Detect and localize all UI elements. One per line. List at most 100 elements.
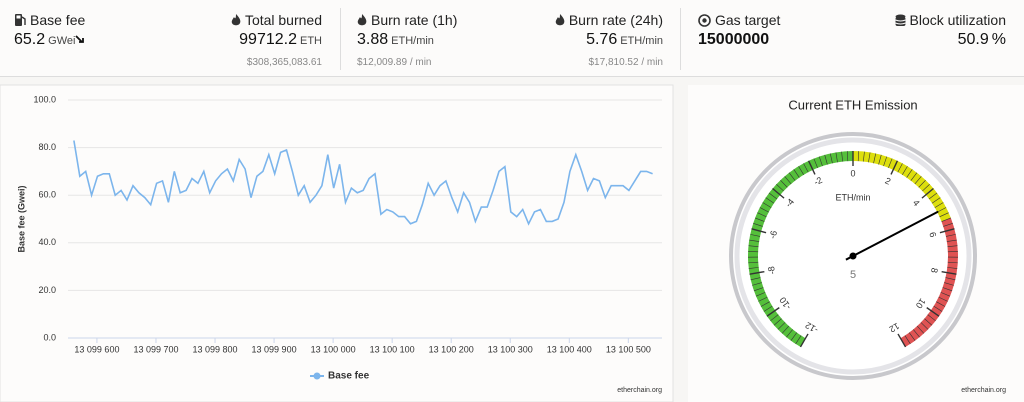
gauge-minor-tick — [752, 282, 762, 286]
gauge-minor-tick — [883, 156, 888, 167]
gauge-tick-label: 0 — [850, 168, 855, 178]
gauge-tick — [766, 307, 780, 317]
gauge-minor-tick — [943, 223, 953, 227]
x-tick-label: 13 099 800 — [193, 344, 238, 354]
gauge-minor-tick — [936, 301, 946, 307]
gauge-minor-tick — [758, 296, 768, 302]
gauge-tick — [939, 228, 955, 234]
gauge-minor-tick — [937, 207, 947, 213]
x-tick-label: 13 099 600 — [74, 344, 119, 354]
gauge-tick — [772, 187, 785, 199]
y-tick-label: 100.0 — [33, 94, 56, 104]
gauge-minor-tick — [946, 239, 957, 242]
gauge-minor-tick — [824, 154, 828, 165]
gauge-minor-tick — [922, 184, 930, 192]
gauge-minor-tick — [902, 166, 908, 175]
gauge-minor-tick — [763, 305, 773, 312]
gauge-minor-tick — [857, 151, 860, 162]
x-tick-label: 13 099 900 — [252, 344, 297, 354]
gauge-minor-tick — [939, 212, 949, 218]
gauge-minor-tick — [931, 197, 941, 204]
stat-label: Burn rate (24h) — [568, 12, 663, 28]
gauge-minor-tick — [753, 223, 763, 227]
stat-unit: ETH/min — [391, 35, 434, 47]
x-tick-label: 13 099 700 — [133, 344, 178, 354]
stat-value: 3.88 — [357, 31, 389, 48]
stat-value: 99712.2 — [239, 31, 297, 48]
gauge-tick — [941, 270, 957, 275]
gauge-minor-tick — [934, 202, 944, 208]
gauge-minor-tick — [914, 176, 922, 185]
x-tick-label: 13 100 200 — [429, 344, 474, 354]
y-axis-title: Base fee (Gwei) — [16, 185, 26, 252]
gauge-minor-tick — [835, 152, 838, 163]
gauge-minor-tick — [770, 314, 779, 322]
gauge-value: 5 — [850, 269, 856, 281]
gauge-minor-tick — [924, 318, 933, 326]
gauge-minor-tick — [846, 151, 849, 162]
gauge-minor-tick — [757, 212, 767, 218]
gauge-minor-tick — [897, 163, 903, 173]
gauge-tick — [921, 187, 934, 199]
stat-unit: ETH — [300, 35, 322, 47]
gauge-minor-tick — [773, 318, 782, 326]
gauge-minor-tick — [748, 245, 759, 247]
gauge-minor-tick — [947, 261, 958, 264]
gauge-minor-tick — [947, 245, 958, 247]
gauge-minor-tick — [888, 158, 893, 168]
separator — [340, 8, 341, 70]
stat: Burn rate (24h) 5.76 ETH/min $17,810.52 /… — [555, 10, 663, 68]
gauge-pivot — [849, 252, 857, 260]
stat-label: Block utilization — [909, 12, 1007, 28]
gauge-minor-tick — [790, 332, 798, 341]
flame-icon — [357, 13, 367, 25]
gauge-minor-tick — [942, 287, 953, 292]
gauge-tick — [897, 333, 907, 348]
gauge-minor-tick — [765, 197, 775, 204]
gauge-minor-tick — [750, 277, 761, 281]
credit: etherchain.org — [617, 387, 662, 394]
stat-unit: % — [991, 31, 1006, 48]
stats-bar: Base fee 65.2 GWei Total burned 99712.2 ET… — [0, 0, 1024, 77]
stat-label: Total burned — [244, 12, 322, 28]
stat-sub: $308,365,083.61 — [246, 57, 322, 68]
gauge-minor-tick — [928, 192, 938, 200]
gauge-minor-tick — [940, 292, 951, 297]
gauge-minor-tick — [908, 332, 916, 341]
stat: Base fee 65.2 GWei — [14, 10, 85, 49]
gauge-tick-label: -2 — [812, 175, 823, 187]
gauge-minor-tick — [945, 277, 956, 281]
x-tick-label: 13 100 300 — [488, 344, 533, 354]
fuel-icon — [15, 14, 26, 26]
gauge-minor-tick — [941, 217, 951, 222]
gauge-minor-tick — [788, 172, 796, 181]
y-tick-label: 60.0 — [38, 190, 56, 200]
gauge-minor-tick — [813, 158, 818, 168]
gauge-minor-tick — [777, 322, 786, 330]
stat-unit: ETH/min — [620, 35, 663, 47]
stat: Total burned 99712.2 ETH $308,365,083.61 — [231, 10, 322, 68]
gauge-minor-tick — [781, 325, 790, 334]
gauge-minor-tick — [759, 207, 769, 213]
x-tick-label: 13 100 000 — [311, 344, 356, 354]
gauge-tick — [926, 307, 940, 317]
gauge-minor-tick — [920, 322, 929, 330]
x-tick-label: 13 100 400 — [547, 344, 592, 354]
stat-value: 65.2 — [14, 31, 46, 48]
stat-sub: $17,810.52 / min — [588, 57, 664, 68]
stat: Gas target 15000000 — [698, 10, 780, 49]
gauge-minor-tick — [906, 169, 913, 178]
y-tick-label: 80.0 — [38, 142, 56, 152]
gauge-minor-tick — [904, 335, 911, 345]
flame-icon — [231, 13, 241, 25]
gauge-tick — [799, 333, 809, 348]
database-icon — [894, 14, 906, 26]
gauge-tick-label: 12 — [887, 321, 901, 335]
legend-label: Base fee — [328, 371, 370, 382]
target-icon — [698, 13, 711, 27]
gauge-minor-tick — [798, 166, 804, 175]
stat-unit: GWei — [48, 35, 76, 47]
gauge-minor-tick — [780, 179, 788, 188]
stat-label: Base fee — [30, 12, 86, 28]
